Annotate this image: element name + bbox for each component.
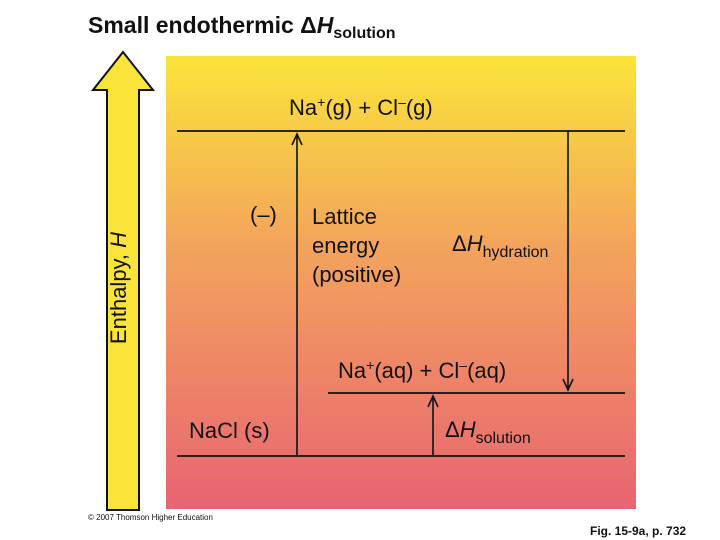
label-aqueous-ions: Na+(aq) + Cl–(aq) — [338, 358, 506, 382]
hydration-delta: Δ — [452, 231, 467, 256]
y-axis-label-text: Enthalpy, — [106, 247, 131, 345]
lattice-line-2: energy — [312, 233, 380, 258]
lattice-sign: (–) — [250, 202, 277, 227]
solution-symbol: H — [459, 417, 476, 442]
title-delta: Δ — [300, 12, 317, 38]
gas-na: Na — [289, 95, 318, 120]
y-axis-label-symbol: H — [106, 231, 131, 248]
aq-na-charge: + — [366, 357, 375, 373]
title-prefix: Small endothermic — [88, 12, 301, 38]
aq-cl-state: (aq) — [467, 358, 507, 383]
enthalpy-axis-arrow — [90, 50, 156, 511]
figure-reference: Fig. 15-9a, p. 732 — [590, 524, 687, 538]
aq-na-state: (aq) + Cl — [374, 358, 460, 383]
gas-na-state: (g) + Cl — [325, 95, 399, 120]
lattice-line-3: (positive) — [312, 262, 402, 287]
hydration-label: ΔHhydration — [452, 233, 548, 261]
gas-na-charge: + — [317, 94, 326, 110]
copyright-notice: © 2007 Thomson Higher Education — [88, 513, 213, 522]
y-axis-label: Enthalpy, H — [106, 208, 132, 368]
label-solid: NaCl (s) — [189, 418, 270, 443]
diagram-title: Small endothermic ΔHsolution — [88, 12, 396, 43]
lattice-energy-label: Lattice energy (positive) — [312, 202, 422, 289]
gas-cl-state: (g) — [405, 95, 433, 120]
gas-cl-charge: – — [398, 94, 406, 110]
lattice-line-1: Lattice — [312, 204, 377, 229]
solution-subscript: solution — [475, 430, 531, 447]
aq-cl-charge: – — [459, 357, 468, 373]
aq-na: Na — [338, 358, 367, 383]
label-gas-ions: Na+(g) + Cl–(g) — [289, 95, 433, 119]
hydration-subscript: hydration — [482, 244, 549, 261]
solution-delta: Δ — [445, 417, 460, 442]
title-symbol: H — [316, 12, 334, 38]
solution-label: ΔHsolution — [445, 419, 531, 447]
title-subscript: solution — [333, 25, 396, 42]
hydration-symbol: H — [466, 231, 483, 256]
